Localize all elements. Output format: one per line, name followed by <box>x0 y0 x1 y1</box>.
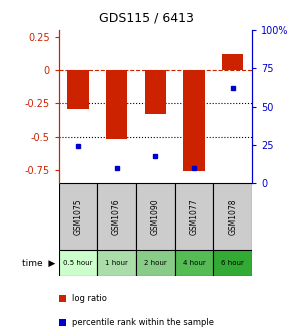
Bar <box>136 183 175 250</box>
Text: 2 hour: 2 hour <box>144 260 167 266</box>
Bar <box>106 70 127 139</box>
Text: 4 hour: 4 hour <box>183 260 205 266</box>
Text: GDS115 / 6413: GDS115 / 6413 <box>99 12 194 25</box>
Text: 1 hour: 1 hour <box>105 260 128 266</box>
Bar <box>213 183 252 250</box>
Text: GSM1076: GSM1076 <box>112 198 121 235</box>
Text: GSM1075: GSM1075 <box>74 198 82 235</box>
Text: percentile rank within the sample: percentile rank within the sample <box>72 318 214 327</box>
Bar <box>59 250 97 276</box>
Bar <box>136 250 175 276</box>
Bar <box>67 70 88 109</box>
Bar <box>97 250 136 276</box>
Bar <box>213 250 252 276</box>
Text: GSM1078: GSM1078 <box>228 199 237 235</box>
Text: log ratio: log ratio <box>72 294 107 303</box>
Bar <box>97 183 136 250</box>
Bar <box>59 319 66 326</box>
Bar <box>183 70 205 171</box>
Text: time  ▶: time ▶ <box>23 258 56 267</box>
Bar <box>59 295 66 302</box>
Bar <box>145 70 166 114</box>
Text: 6 hour: 6 hour <box>221 260 244 266</box>
Bar <box>59 183 97 250</box>
Text: 0.5 hour: 0.5 hour <box>63 260 93 266</box>
Bar <box>222 54 243 70</box>
Text: GSM1077: GSM1077 <box>190 198 198 235</box>
Bar <box>175 250 213 276</box>
Bar <box>175 183 213 250</box>
Text: GSM1090: GSM1090 <box>151 198 160 235</box>
